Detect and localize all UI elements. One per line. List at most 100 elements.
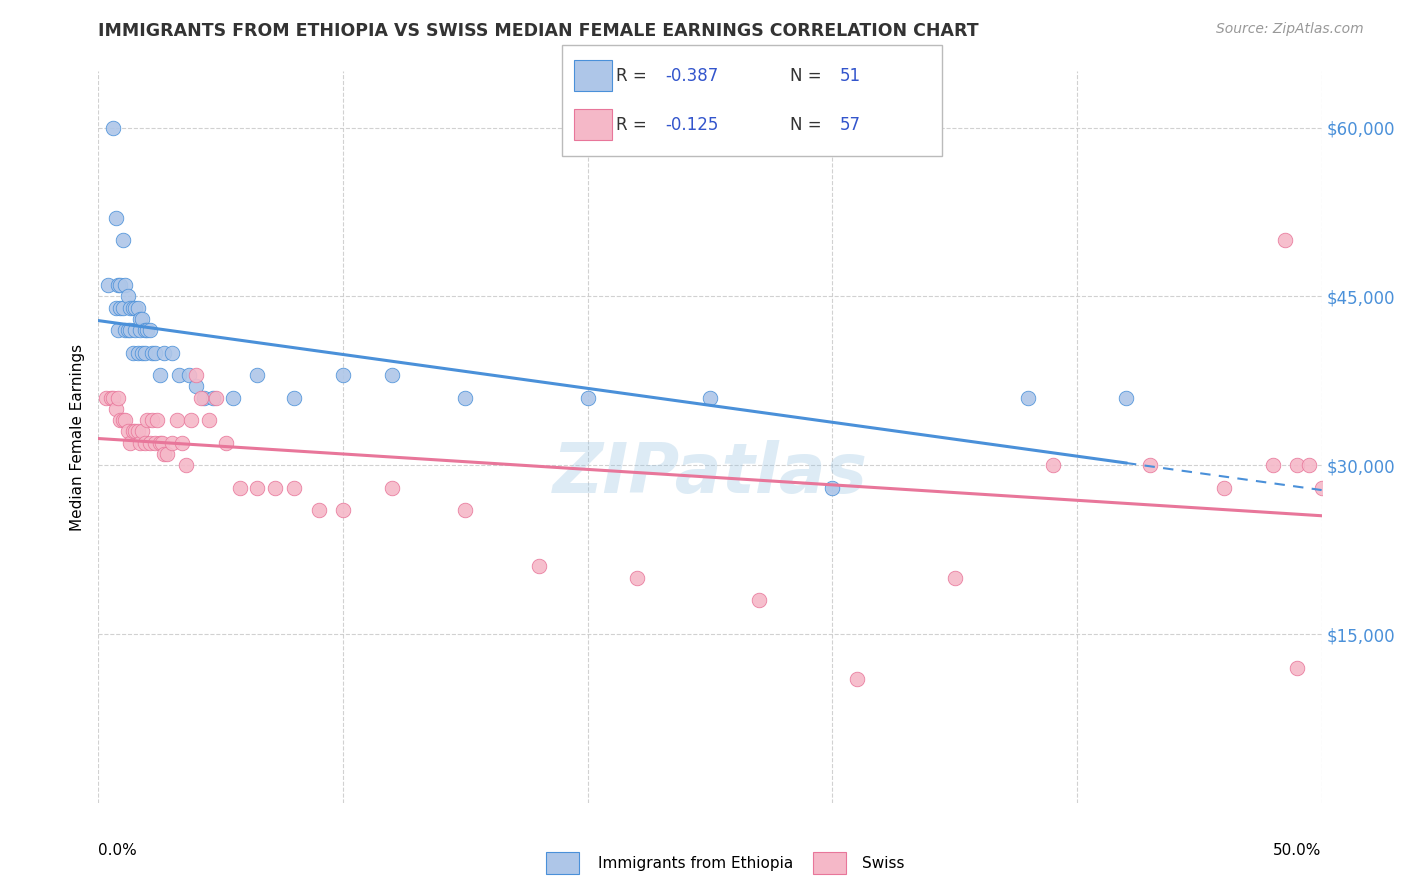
Text: IMMIGRANTS FROM ETHIOPIA VS SWISS MEDIAN FEMALE EARNINGS CORRELATION CHART: IMMIGRANTS FROM ETHIOPIA VS SWISS MEDIAN… <box>98 22 979 40</box>
Point <box>120 301 142 315</box>
Point <box>129 435 152 450</box>
Point <box>283 391 305 405</box>
Point <box>143 435 166 450</box>
Point <box>124 323 146 337</box>
Point <box>222 391 245 405</box>
Text: Source: ZipAtlas.com: Source: ZipAtlas.com <box>1216 22 1364 37</box>
Point <box>186 379 208 393</box>
Point <box>141 413 163 427</box>
Point <box>748 593 770 607</box>
Point <box>117 425 139 439</box>
Point <box>110 301 132 315</box>
Point <box>129 323 152 337</box>
Point <box>283 481 305 495</box>
Point <box>104 301 127 315</box>
Point <box>821 481 844 495</box>
Point <box>177 368 200 383</box>
Text: ZIPatlas: ZIPatlas <box>553 440 868 508</box>
Point <box>381 368 404 383</box>
Point <box>129 312 152 326</box>
Point <box>246 368 269 383</box>
Point <box>170 435 193 450</box>
Point <box>1310 481 1333 495</box>
Point <box>114 278 136 293</box>
Point <box>190 391 212 405</box>
Point <box>131 425 153 439</box>
Point <box>149 435 172 450</box>
Bar <box>574 109 612 140</box>
Text: -0.125: -0.125 <box>665 116 718 134</box>
Point <box>107 323 129 337</box>
Point <box>214 435 236 450</box>
Point <box>107 278 129 293</box>
Point <box>1286 458 1309 473</box>
Point <box>134 345 156 359</box>
Point <box>1261 458 1284 473</box>
Point <box>111 233 134 247</box>
Point <box>120 435 142 450</box>
Point <box>699 391 721 405</box>
Point <box>332 503 354 517</box>
Point <box>176 458 198 473</box>
Point <box>153 447 176 461</box>
Point <box>845 672 868 686</box>
Point <box>110 278 132 293</box>
Point <box>131 345 153 359</box>
Point <box>1042 458 1064 473</box>
Bar <box>574 61 612 92</box>
Point <box>94 391 117 405</box>
Point <box>943 571 966 585</box>
Point <box>131 312 153 326</box>
Text: Immigrants from Ethiopia: Immigrants from Ethiopia <box>598 856 793 871</box>
Point <box>229 481 252 495</box>
Point <box>263 481 285 495</box>
Point <box>127 301 149 315</box>
Point <box>111 413 134 427</box>
Point <box>454 391 477 405</box>
Point <box>139 323 162 337</box>
Point <box>139 435 162 450</box>
Point <box>246 481 269 495</box>
Point <box>143 345 166 359</box>
Point <box>193 391 215 405</box>
Point <box>114 413 136 427</box>
Text: R =: R = <box>616 116 651 134</box>
Text: Swiss: Swiss <box>862 856 904 871</box>
Point <box>202 391 225 405</box>
Point <box>576 391 599 405</box>
Point <box>626 571 648 585</box>
Point <box>136 413 159 427</box>
Text: R =: R = <box>616 67 651 85</box>
Point <box>156 447 179 461</box>
Point <box>134 323 156 337</box>
Point <box>205 391 228 405</box>
Y-axis label: Median Female Earnings: Median Female Earnings <box>70 343 86 531</box>
Point <box>107 391 129 405</box>
Point <box>1115 391 1137 405</box>
Point <box>381 481 404 495</box>
Point <box>149 368 172 383</box>
Point <box>97 278 120 293</box>
Point <box>136 323 159 337</box>
Point <box>124 425 146 439</box>
Point <box>111 301 134 315</box>
Point <box>104 401 127 416</box>
Point <box>100 391 122 405</box>
Point <box>167 368 190 383</box>
Point <box>1298 458 1320 473</box>
Point <box>121 301 143 315</box>
FancyBboxPatch shape <box>562 45 942 156</box>
Point <box>160 345 183 359</box>
Point <box>1212 481 1234 495</box>
Point <box>110 413 132 427</box>
Point <box>160 435 183 450</box>
Point <box>121 345 143 359</box>
Point <box>117 323 139 337</box>
Text: 0.0%: 0.0% <box>98 843 138 858</box>
Text: -0.387: -0.387 <box>665 67 718 85</box>
Bar <box>813 852 846 874</box>
Point <box>124 301 146 315</box>
Point <box>1017 391 1039 405</box>
Point <box>117 289 139 303</box>
Bar <box>546 852 579 874</box>
